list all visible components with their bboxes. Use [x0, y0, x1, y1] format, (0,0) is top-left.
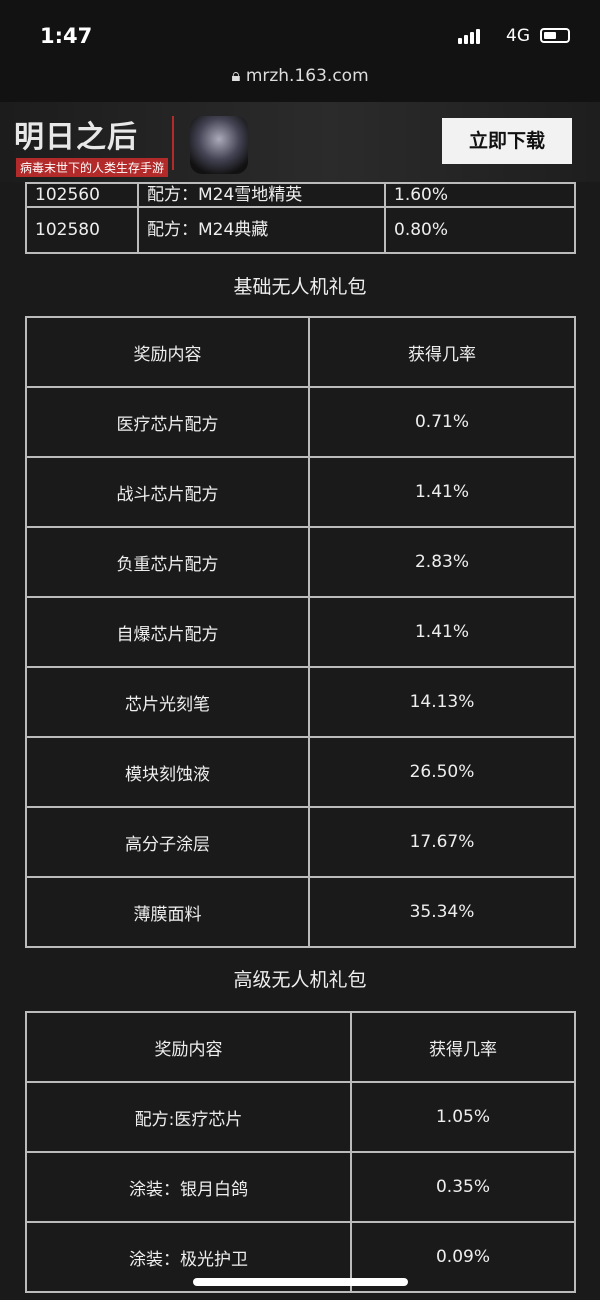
table-row: 战斗芯片配方 1.41%	[25, 456, 576, 528]
table-row: 自爆芯片配方 1.41%	[25, 596, 576, 668]
app-banner[interactable]: 明日之后 病毒末世下的人类生存手游 立即下载	[0, 102, 600, 182]
download-button[interactable]: 立即下载	[442, 118, 572, 164]
clock: 1:47	[40, 24, 93, 48]
cell: 102580	[25, 206, 139, 254]
lock-icon: 🔒︎	[231, 66, 246, 86]
recipe-table: 102560 配方：M24雪地精英 1.60% 102580 配方：M24典藏 0.80…	[25, 182, 576, 254]
table-row: 负重芯片配方 2.83%	[25, 526, 576, 598]
probability-cell: 0.71%	[308, 386, 576, 458]
table-row: 模块刻蚀液 26.50%	[25, 736, 576, 808]
table-row: 医疗芯片配方 0.71%	[25, 386, 576, 458]
header-cell: 奖励内容	[25, 1011, 352, 1083]
url-text: mrzh.163.com	[245, 66, 369, 86]
table-row: 涂装：银月白鸽 0.35%	[25, 1151, 576, 1223]
table-row: 高分子涂层 17.67%	[25, 806, 576, 878]
home-indicator[interactable]	[193, 1278, 408, 1286]
reward-cell: 高分子涂层	[25, 806, 310, 878]
basic-drone-pack-table: 奖励内容 获得几率 医疗芯片配方 0.71% 战斗芯片配方 1.41% 负重芯片配方 2.8…	[25, 316, 576, 948]
cell: 0.80%	[384, 206, 576, 254]
reward-cell: 配方:医疗芯片	[25, 1081, 352, 1153]
reward-cell: 芯片光刻笔	[25, 666, 310, 738]
app-icon	[190, 116, 248, 174]
reward-cell: 自爆芯片配方	[25, 596, 310, 668]
cell: 配方：M24典藏	[137, 206, 386, 254]
probability-cell: 1.41%	[308, 456, 576, 528]
divider	[172, 116, 174, 170]
probability-cell: 26.50%	[308, 736, 576, 808]
probability-cell: 17.67%	[308, 806, 576, 878]
probability-cell: 2.83%	[308, 526, 576, 598]
table-row: 配方:医疗芯片 1.05%	[25, 1081, 576, 1153]
header-cell: 获得几率	[350, 1011, 576, 1083]
advanced-drone-pack-table: 奖励内容 获得几率 配方:医疗芯片 1.05% 涂装：银月白鸽 0.35% 涂装：极光护卫…	[25, 1011, 576, 1293]
probability-cell: 1.05%	[350, 1081, 576, 1153]
probability-cell: 0.35%	[350, 1151, 576, 1223]
table-row: 薄膜面料 35.34%	[25, 876, 576, 948]
cell: 配方：M24雪地精英	[137, 182, 386, 208]
reward-cell: 医疗芯片配方	[25, 386, 310, 458]
cell: 102560	[25, 182, 139, 208]
reward-cell: 战斗芯片配方	[25, 456, 310, 528]
section-title: 高级无人机礼包	[233, 969, 367, 991]
table-row: 芯片光刻笔 14.13%	[25, 666, 576, 738]
probability-cell: 35.34%	[308, 876, 576, 948]
table-row: 102560 配方：M24雪地精英 1.60%	[25, 182, 576, 208]
section-title: 基础无人机礼包	[233, 276, 367, 298]
table-header: 奖励内容 获得几率	[25, 316, 576, 388]
address-bar[interactable]: 🔒︎ mrzh.163.com	[0, 62, 600, 102]
signal-icon	[458, 29, 480, 44]
probability-cell: 14.13%	[308, 666, 576, 738]
slogan: 病毒末世下的人类生存手游	[16, 158, 169, 177]
reward-cell: 薄膜面料	[25, 876, 310, 948]
reward-cell: 负重芯片配方	[25, 526, 310, 598]
game-logo: 明日之后	[14, 120, 138, 155]
table-header: 奖励内容 获得几率	[25, 1011, 576, 1083]
reward-cell: 涂装：银月白鸽	[25, 1151, 352, 1223]
table-row: 102580 配方：M24典藏 0.80%	[25, 206, 576, 254]
status-bar: 1:47 4G	[0, 0, 600, 62]
cell: 1.60%	[384, 182, 576, 208]
probability-cell: 0.09%	[350, 1221, 576, 1293]
battery-icon	[540, 28, 570, 43]
header-cell: 奖励内容	[25, 316, 310, 388]
reward-cell: 模块刻蚀液	[25, 736, 310, 808]
header-cell: 获得几率	[308, 316, 576, 388]
probability-cell: 1.41%	[308, 596, 576, 668]
network-type: 4G	[506, 26, 530, 46]
